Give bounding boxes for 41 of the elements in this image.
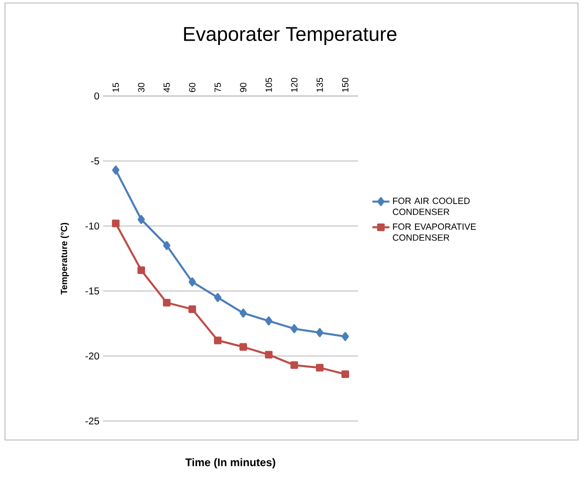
point bbox=[264, 350, 273, 359]
point bbox=[112, 220, 120, 228]
chart-title: Evaporater Temperature bbox=[184, 27, 396, 45]
x-tick-label: 105 bbox=[266, 78, 272, 92]
legend-label: FOR AIR COOLED CONDENSER bbox=[392, 198, 470, 216]
point bbox=[188, 277, 196, 286]
point bbox=[137, 266, 146, 274]
x-tick-label: 150 bbox=[342, 78, 348, 92]
point bbox=[162, 298, 171, 307]
point bbox=[138, 215, 145, 224]
x-tick-label: 60 bbox=[189, 82, 196, 92]
y-axis-title: Temperature (°C) bbox=[60, 222, 69, 294]
point bbox=[290, 324, 298, 334]
x-tick-label: 30 bbox=[138, 82, 144, 92]
y-tick-label: -20 bbox=[86, 352, 100, 360]
point bbox=[112, 166, 120, 175]
x-tick-label: 15 bbox=[112, 82, 119, 92]
point bbox=[290, 361, 298, 369]
x-tick-label: 75 bbox=[214, 82, 221, 92]
point bbox=[316, 364, 324, 372]
point bbox=[163, 241, 170, 250]
point bbox=[214, 336, 222, 344]
point bbox=[188, 305, 196, 314]
point bbox=[265, 316, 272, 326]
point bbox=[341, 370, 350, 378]
y-tick-label: -25 bbox=[86, 417, 100, 425]
point bbox=[214, 293, 222, 302]
y-tick-label: -10 bbox=[86, 222, 100, 230]
x-tick-label: 45 bbox=[164, 82, 170, 92]
x-tick-label: 135 bbox=[316, 78, 323, 92]
y-tick-label: -15 bbox=[86, 288, 100, 294]
y-tick-label: 0 bbox=[94, 92, 100, 100]
point bbox=[239, 343, 248, 351]
y-tick-label: -5 bbox=[91, 158, 100, 164]
x-tick-label: 120 bbox=[291, 78, 298, 92]
point bbox=[240, 308, 247, 318]
x-tick-label: 90 bbox=[240, 82, 246, 92]
legend-label: FOR EVAPORATIVE CONDENSER bbox=[392, 223, 476, 241]
point bbox=[342, 332, 349, 342]
point bbox=[316, 328, 324, 338]
x-axis-title: Time (In minutes) bbox=[185, 458, 276, 468]
